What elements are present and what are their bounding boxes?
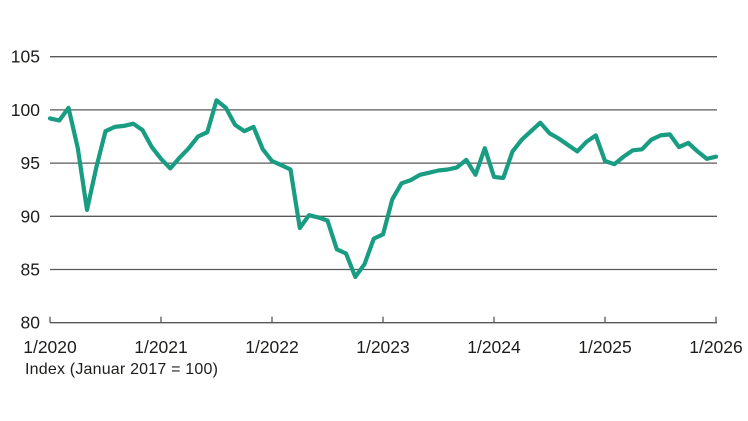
y-axis-label: 85 [21, 260, 40, 280]
y-axis-label: 80 [21, 313, 41, 333]
x-axis-label: 1/2025 [578, 337, 632, 357]
axis-note: Index (Januar 2017 = 100) [25, 361, 219, 378]
y-axis-label: 90 [21, 206, 41, 226]
y-axis-label: 95 [21, 153, 40, 173]
x-axis-label: 1/2024 [467, 337, 521, 357]
x-axis-label: 1/2020 [23, 337, 77, 357]
x-axis-label: 1/2021 [134, 337, 188, 357]
data-line [47, 98, 719, 279]
y-axis-label: 105 [11, 47, 40, 67]
x-axis-label: 1/2023 [356, 337, 410, 357]
x-axis-label: 1/2026 [689, 337, 743, 357]
x-axis-label: 1/2022 [245, 337, 299, 357]
y-axis-label: 100 [11, 100, 40, 120]
